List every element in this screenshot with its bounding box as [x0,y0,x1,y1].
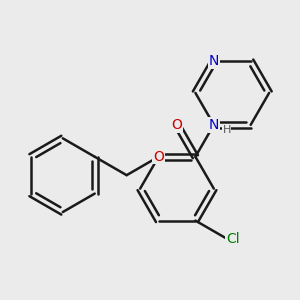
Text: N: N [209,54,219,68]
Text: H: H [223,125,231,135]
Text: N: N [209,118,219,132]
Text: O: O [153,150,164,164]
Text: Cl: Cl [226,232,240,246]
Text: O: O [172,118,182,132]
